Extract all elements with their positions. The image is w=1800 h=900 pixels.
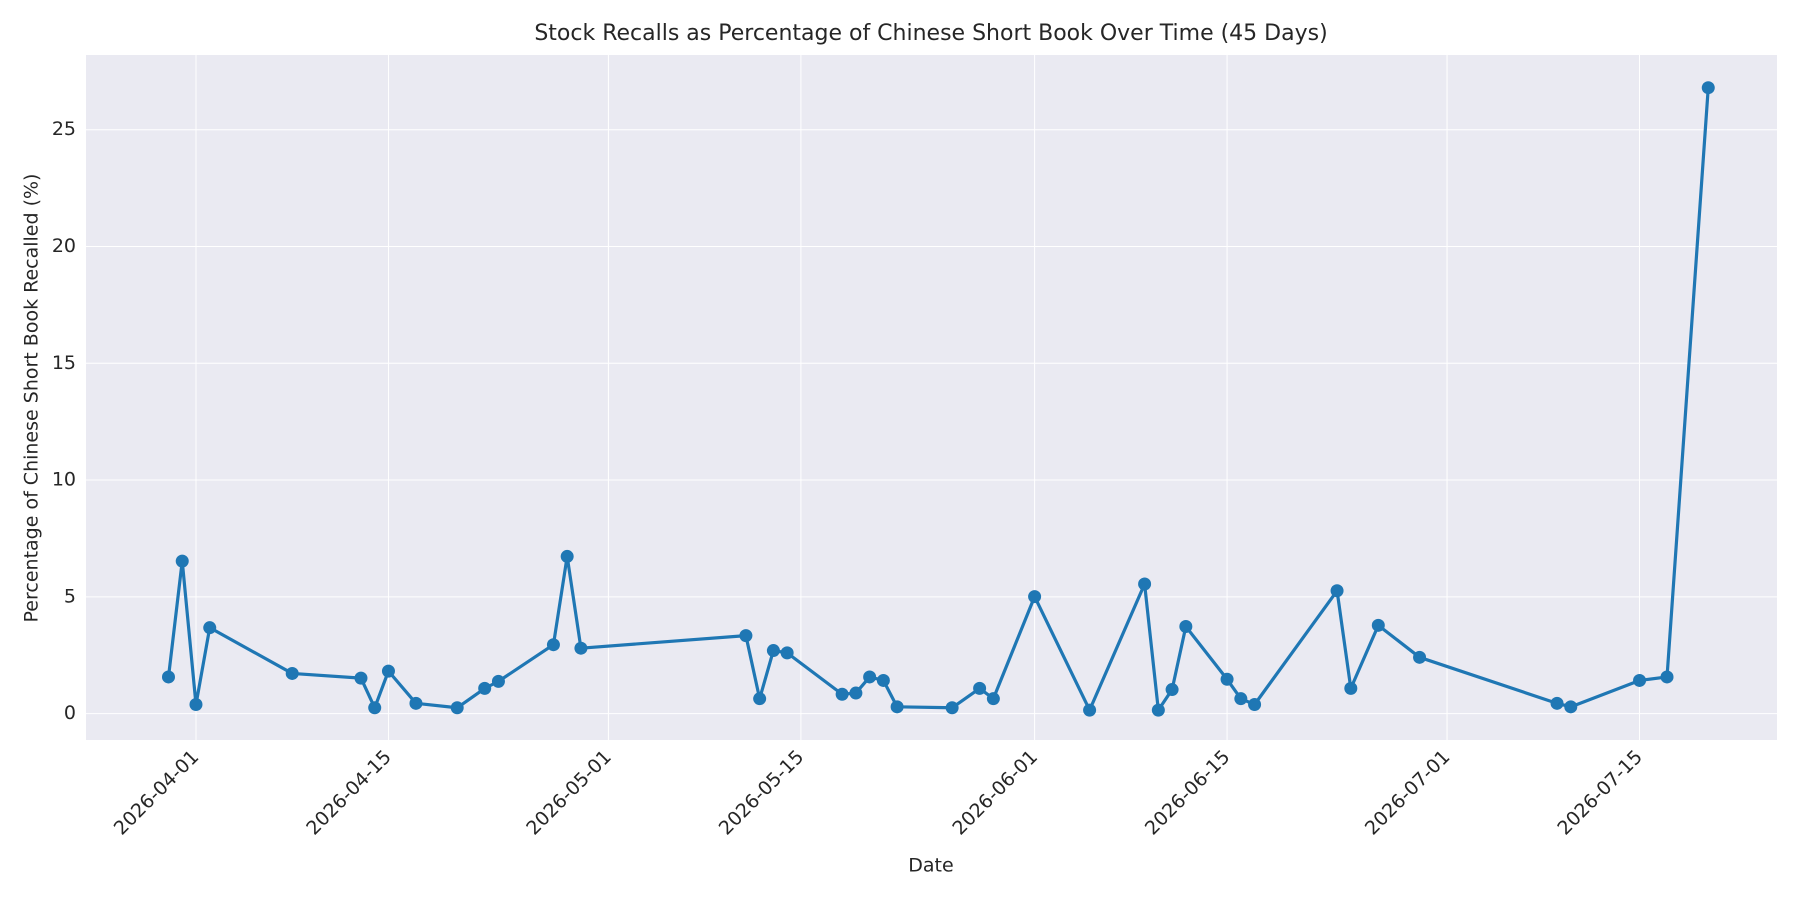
x-tick-label: 2026-04-01: [110, 746, 204, 840]
data-point: [354, 671, 368, 685]
data-point: [1413, 650, 1427, 664]
data-point: [175, 554, 189, 568]
data-point: [1220, 672, 1234, 686]
data-point: [876, 673, 890, 687]
y-tick-label: 25: [52, 118, 76, 140]
data-point: [161, 670, 175, 684]
data-point: [1550, 696, 1564, 710]
data-point: [368, 701, 382, 715]
data-point: [189, 698, 203, 712]
data-point: [973, 681, 987, 695]
data-point: [1248, 698, 1262, 712]
x-tick-label: 2026-07-15: [1553, 746, 1647, 840]
chart-title: Stock Recalls as Percentage of Chinese S…: [534, 21, 1327, 46]
data-point: [1151, 703, 1165, 717]
y-tick-label: 5: [64, 585, 76, 607]
x-tick-label: 2026-05-15: [715, 746, 809, 840]
plot-area: [86, 55, 1777, 740]
data-point: [863, 670, 877, 684]
data-point: [574, 641, 588, 655]
data-point: [560, 549, 574, 563]
data-point: [1330, 584, 1344, 598]
data-point: [849, 686, 863, 700]
data-point: [1138, 577, 1152, 591]
data-point: [1234, 692, 1248, 706]
data-point: [409, 696, 423, 710]
data-point: [1028, 590, 1042, 604]
data-point: [381, 664, 395, 678]
data-point: [450, 701, 464, 715]
x-tick-label: 2026-06-15: [1141, 746, 1235, 840]
data-point: [1371, 618, 1385, 632]
data-point: [1344, 681, 1358, 695]
data-point: [766, 644, 780, 658]
data-point: [1660, 670, 1674, 684]
x-tick-label: 2026-06-01: [948, 746, 1042, 840]
data-point: [1701, 81, 1715, 95]
x-axis-label: Date: [908, 855, 953, 877]
x-tick-label: 2026-07-01: [1361, 746, 1455, 840]
data-point: [1564, 700, 1578, 714]
data-point: [285, 666, 299, 680]
data-point: [945, 701, 959, 715]
data-point: [986, 692, 1000, 706]
data-point: [835, 687, 849, 701]
data-point: [780, 646, 794, 660]
data-point: [546, 638, 560, 652]
data-point: [1633, 673, 1647, 687]
y-tick-label: 0: [64, 702, 76, 724]
data-point: [1165, 683, 1179, 697]
y-tick-label: 15: [52, 352, 76, 374]
data-point: [478, 681, 492, 695]
x-tick-label: 2026-04-15: [302, 746, 396, 840]
data-point: [203, 621, 217, 635]
data-point: [890, 700, 904, 714]
data-point: [739, 629, 753, 643]
x-tick-label: 2026-05-01: [522, 746, 616, 840]
data-point: [753, 692, 767, 706]
data-point: [1179, 619, 1193, 633]
y-tick-label: 20: [52, 235, 76, 257]
y-axis-label: Percentage of Chinese Short Book Recalle…: [21, 174, 43, 623]
data-point: [491, 674, 505, 688]
data-point: [1083, 703, 1097, 717]
y-tick-label: 10: [52, 469, 76, 491]
